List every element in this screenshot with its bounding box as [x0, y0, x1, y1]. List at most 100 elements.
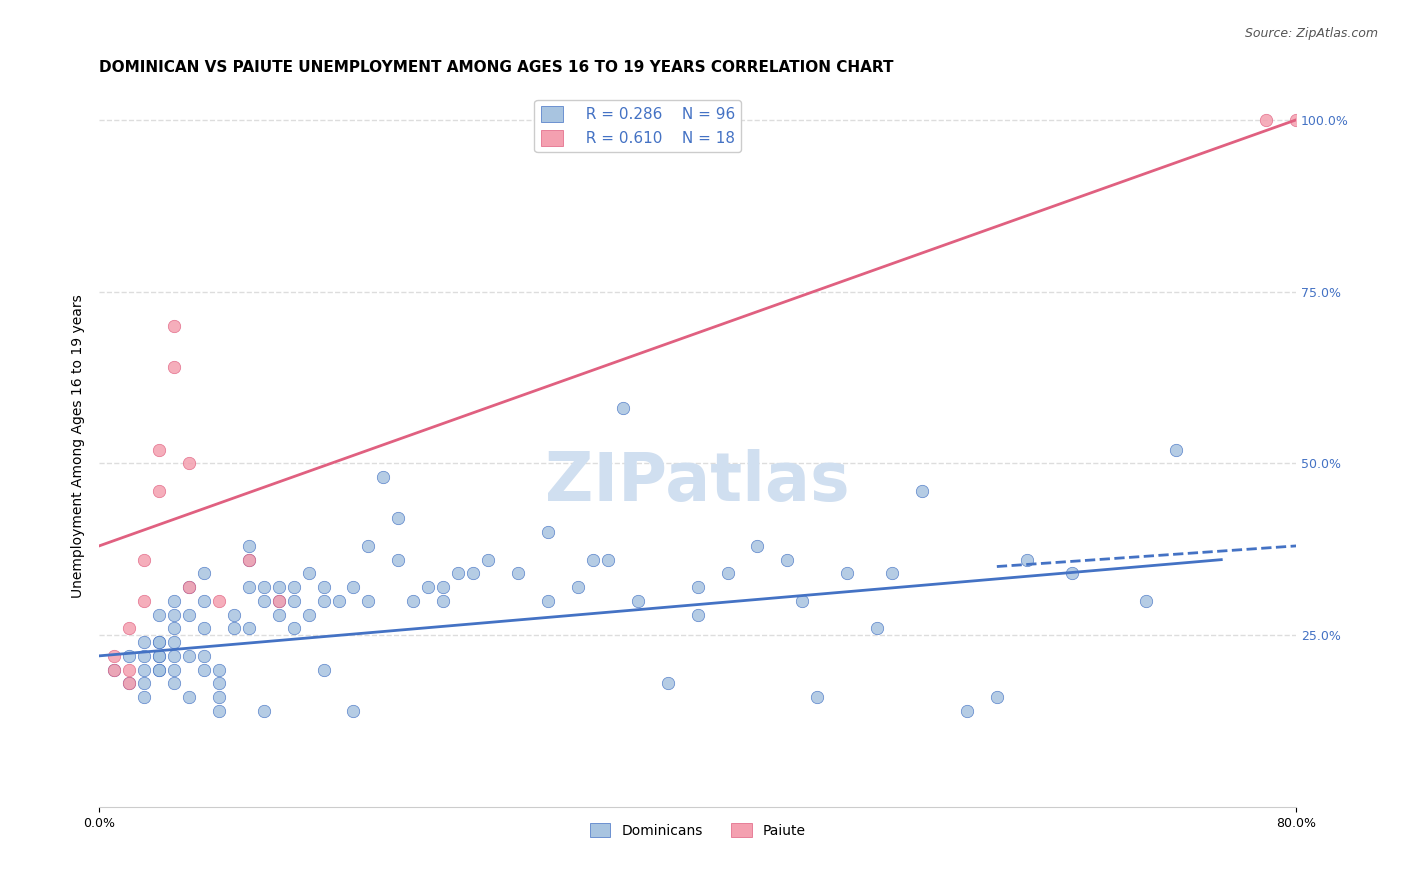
Dominicans — [132, 648, 155, 663]
Dominicans — [537, 525, 560, 540]
Dominicans — [193, 621, 215, 635]
Dominicans — [342, 704, 364, 718]
Dominicans — [342, 580, 364, 594]
Dominicans — [253, 704, 276, 718]
Dominicans — [776, 552, 799, 566]
Legend: Dominicans, Paiute: Dominicans, Paiute — [583, 817, 811, 844]
Dominicans — [312, 594, 335, 608]
Paiute — [148, 483, 170, 498]
Dominicans — [387, 552, 409, 566]
Paiute — [118, 676, 141, 690]
Dominicans — [986, 690, 1008, 705]
Dominicans — [956, 704, 979, 718]
Dominicans — [132, 635, 155, 649]
Dominicans — [267, 580, 290, 594]
Dominicans — [193, 594, 215, 608]
Dominicans — [193, 648, 215, 663]
Text: ZIPatlas: ZIPatlas — [546, 450, 849, 516]
Paiute — [177, 457, 200, 471]
Paiute — [177, 580, 200, 594]
Dominicans — [418, 580, 440, 594]
Dominicans — [357, 539, 380, 553]
Dominicans — [477, 552, 499, 566]
Paiute — [1256, 112, 1278, 127]
Dominicans — [132, 663, 155, 677]
Dominicans — [238, 580, 260, 594]
Dominicans — [866, 621, 889, 635]
Dominicans — [208, 676, 231, 690]
Dominicans — [118, 648, 141, 663]
Dominicans — [792, 594, 814, 608]
Paiute — [208, 594, 231, 608]
Dominicans — [163, 663, 186, 677]
Dominicans — [148, 635, 170, 649]
Paiute — [118, 663, 141, 677]
Paiute — [118, 621, 141, 635]
Dominicans — [283, 594, 305, 608]
Dominicans — [132, 676, 155, 690]
Dominicans — [373, 470, 395, 484]
Dominicans — [537, 594, 560, 608]
Dominicans — [283, 621, 305, 635]
Dominicans — [163, 607, 186, 622]
Dominicans — [283, 580, 305, 594]
Dominicans — [148, 607, 170, 622]
Dominicans — [148, 648, 170, 663]
Dominicans — [163, 635, 186, 649]
Dominicans — [612, 401, 634, 416]
Dominicans — [193, 663, 215, 677]
Dominicans — [837, 566, 859, 581]
Dominicans — [911, 483, 934, 498]
Dominicans — [1166, 442, 1188, 457]
Dominicans — [208, 704, 231, 718]
Dominicans — [163, 621, 186, 635]
Dominicans — [177, 690, 200, 705]
Text: DOMINICAN VS PAIUTE UNEMPLOYMENT AMONG AGES 16 TO 19 YEARS CORRELATION CHART: DOMINICAN VS PAIUTE UNEMPLOYMENT AMONG A… — [100, 60, 894, 75]
Dominicans — [596, 552, 619, 566]
Dominicans — [328, 594, 350, 608]
Dominicans — [567, 580, 589, 594]
Dominicans — [163, 594, 186, 608]
Dominicans — [1135, 594, 1157, 608]
Dominicans — [357, 594, 380, 608]
Dominicans — [312, 580, 335, 594]
Dominicans — [432, 594, 454, 608]
Y-axis label: Unemployment Among Ages 16 to 19 years: Unemployment Among Ages 16 to 19 years — [72, 294, 86, 599]
Dominicans — [148, 635, 170, 649]
Dominicans — [193, 566, 215, 581]
Dominicans — [447, 566, 470, 581]
Dominicans — [208, 663, 231, 677]
Dominicans — [882, 566, 904, 581]
Dominicans — [747, 539, 769, 553]
Paiute — [238, 552, 260, 566]
Dominicans — [118, 676, 141, 690]
Paiute — [132, 594, 155, 608]
Paiute — [148, 442, 170, 457]
Dominicans — [463, 566, 485, 581]
Dominicans — [208, 690, 231, 705]
Dominicans — [402, 594, 425, 608]
Dominicans — [806, 690, 828, 705]
Dominicans — [253, 580, 276, 594]
Dominicans — [297, 607, 319, 622]
Dominicans — [238, 621, 260, 635]
Dominicans — [148, 663, 170, 677]
Dominicans — [267, 607, 290, 622]
Dominicans — [132, 690, 155, 705]
Dominicans — [582, 552, 605, 566]
Dominicans — [177, 580, 200, 594]
Dominicans — [163, 648, 186, 663]
Paiute — [103, 663, 125, 677]
Paiute — [103, 648, 125, 663]
Paiute — [1285, 112, 1308, 127]
Dominicans — [1015, 552, 1038, 566]
Dominicans — [103, 663, 125, 677]
Dominicans — [297, 566, 319, 581]
Dominicans — [148, 648, 170, 663]
Paiute — [267, 594, 290, 608]
Dominicans — [686, 607, 709, 622]
Dominicans — [238, 539, 260, 553]
Text: Source: ZipAtlas.com: Source: ZipAtlas.com — [1244, 27, 1378, 40]
Paiute — [163, 360, 186, 375]
Dominicans — [148, 663, 170, 677]
